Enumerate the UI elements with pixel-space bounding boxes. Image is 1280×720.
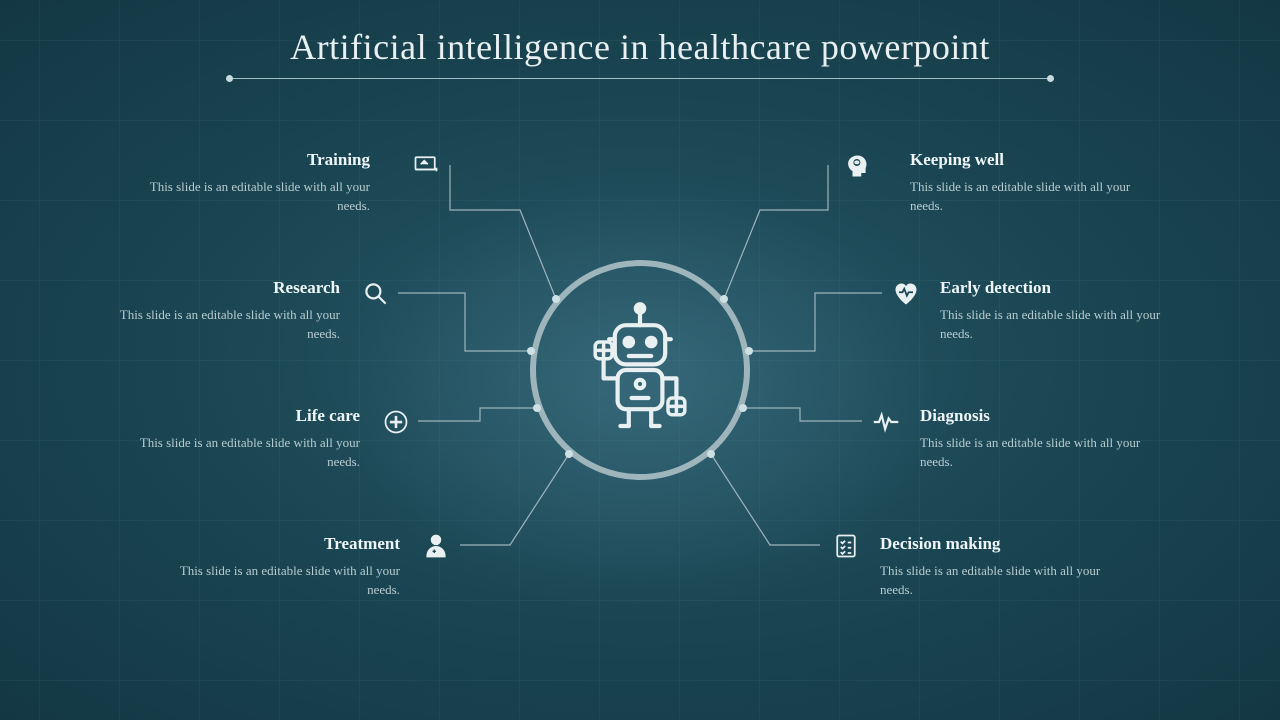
item-title: Decision making (880, 534, 1120, 554)
item-desc: This slide is an editable slide with all… (940, 306, 1180, 344)
item-title: Early detection (940, 278, 1180, 298)
item-desc: This slide is an editable slide with all… (920, 434, 1160, 472)
heart-pulse-icon (890, 278, 922, 310)
item-title: Research (100, 278, 340, 298)
diagram-container: Training This slide is an editable slide… (0, 0, 1280, 720)
node-dot (707, 450, 715, 458)
item-earlydetection: Early detection This slide is an editabl… (940, 278, 1180, 344)
item-desc: This slide is an editable slide with all… (880, 562, 1120, 600)
node-dot (720, 295, 728, 303)
item-training: Training This slide is an editable slide… (130, 150, 370, 216)
node-dot (533, 404, 541, 412)
brain-head-icon (840, 150, 872, 182)
item-treatment: Treatment This slide is an editable slid… (160, 534, 400, 600)
item-title: Life care (120, 406, 360, 426)
item-research: Research This slide is an editable slide… (100, 278, 340, 344)
item-title: Diagnosis (920, 406, 1160, 426)
node-dot (565, 450, 573, 458)
item-desc: This slide is an editable slide with all… (120, 434, 360, 472)
node-dot (739, 404, 747, 412)
node-dot (527, 347, 535, 355)
item-desc: This slide is an editable slide with all… (910, 178, 1150, 216)
doctor-icon (420, 530, 452, 562)
presentation-icon (410, 150, 442, 182)
item-title: Training (130, 150, 370, 170)
item-lifecare: Life care This slide is an editable slid… (120, 406, 360, 472)
node-dot (552, 295, 560, 303)
checklist-icon (830, 530, 862, 562)
item-keepingwell: Keeping well This slide is an editable s… (910, 150, 1150, 216)
pulse-line-icon (870, 406, 902, 438)
magnifier-icon (360, 278, 392, 310)
item-decisionmaking: Decision making This slide is an editabl… (880, 534, 1120, 600)
medical-cross-icon (380, 406, 412, 438)
item-desc: This slide is an editable slide with all… (130, 178, 370, 216)
item-diagnosis: Diagnosis This slide is an editable slid… (920, 406, 1160, 472)
item-desc: This slide is an editable slide with all… (160, 562, 400, 600)
item-title: Treatment (160, 534, 400, 554)
item-desc: This slide is an editable slide with all… (100, 306, 340, 344)
item-title: Keeping well (910, 150, 1150, 170)
node-dot (745, 347, 753, 355)
robot-icon (570, 300, 710, 440)
